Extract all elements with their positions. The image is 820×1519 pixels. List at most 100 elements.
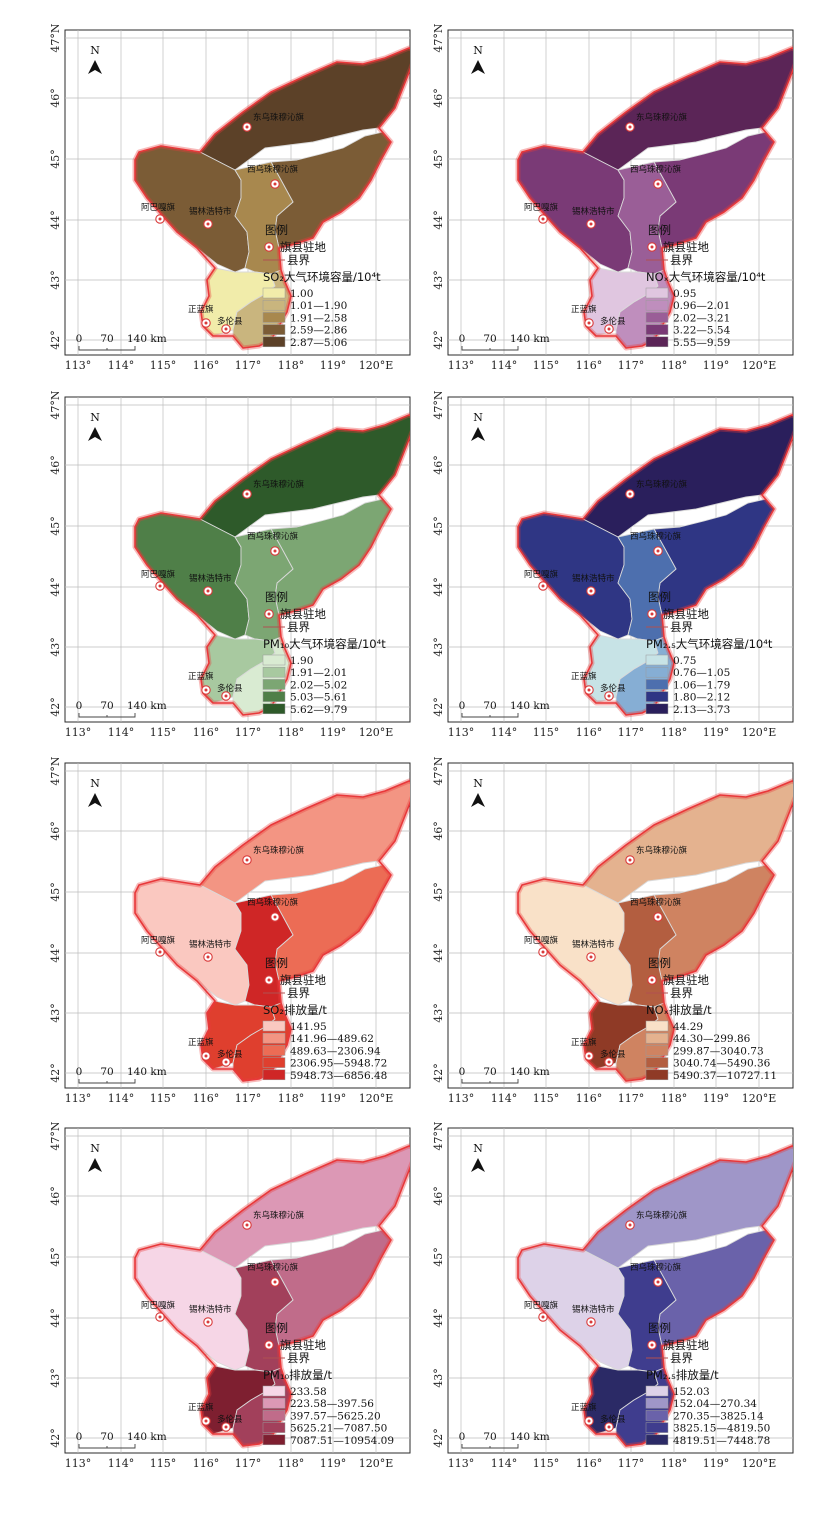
legend-swatch: [262, 703, 286, 715]
seat-dot: [589, 222, 593, 226]
x-tick-label: 120°E: [742, 1092, 777, 1105]
x-tick-label: 118°: [278, 1457, 305, 1470]
legend-swatch: [645, 299, 669, 311]
north-label: N: [473, 777, 483, 790]
scale-label: 70: [100, 1431, 113, 1443]
seat-dot: [224, 1425, 228, 1429]
seat-dot: [628, 858, 632, 862]
y-tick-label: 47°N: [432, 390, 445, 419]
legend-swatch: [645, 1434, 669, 1446]
county-label-duolun: 多伦县: [600, 683, 626, 694]
y-tick-label: 43°: [49, 1003, 62, 1023]
x-tick-label: 117°: [618, 726, 645, 739]
legend-swatch: [645, 324, 669, 335]
legend-class-label: 1.06—1.79: [673, 679, 730, 691]
legend-class-label: 1.80—2.12: [673, 692, 730, 704]
y-tick-label: 44°: [49, 210, 62, 230]
legend-title: NOₓ排放量/t: [646, 1003, 712, 1017]
x-tick-label: 117°: [235, 1457, 262, 1470]
legend-class-label: 152.03: [673, 1386, 710, 1398]
legend-heading: 图例: [648, 223, 671, 237]
legend-title: SO₂大气环境容量/10⁴t: [263, 270, 381, 284]
x-tick-label: 118°: [661, 359, 688, 372]
county-label-zhenglan: 正蓝旗: [188, 304, 214, 315]
scale-label: 70: [100, 1066, 113, 1078]
seat-dot: [273, 1280, 277, 1284]
seat-dot: [206, 589, 210, 593]
x-tick-label: 116°: [576, 1457, 603, 1470]
x-tick-label: 118°: [278, 726, 305, 739]
seat-dot: [204, 688, 208, 692]
seat-dot: [589, 589, 593, 593]
north-label: N: [473, 1142, 483, 1155]
seat-dot: [158, 1315, 162, 1319]
seat-dot: [206, 1320, 210, 1324]
y-tick-label: 47°N: [49, 756, 62, 785]
county-label-duolun: 多伦县: [217, 316, 243, 327]
legend-boundary-label: 县界: [670, 620, 693, 634]
scale-label: 0: [459, 1066, 466, 1078]
seat-dot: [656, 915, 660, 919]
scale-label: 70: [483, 1431, 496, 1443]
x-tick-label: 120°E: [742, 726, 777, 739]
legend-swatch: [262, 1069, 286, 1081]
scale-bar: 0 70 140 km: [76, 333, 167, 351]
x-tick-label: 119°: [320, 1092, 347, 1105]
county-label-abaga: 阿巴嘎旗: [141, 935, 176, 946]
legend-swatch: [262, 1410, 286, 1421]
legend-swatch: [645, 312, 669, 323]
legend-seat-label: 旗县驻地: [280, 973, 326, 987]
legend-swatch: [645, 703, 669, 715]
legend-heading: 图例: [648, 1321, 671, 1335]
legend-swatch: [262, 1422, 286, 1433]
county-label-xiwu: 西乌珠穆沁旗: [630, 1262, 682, 1273]
y-tick-label: 45°: [432, 149, 445, 169]
legend-boundary-label: 县界: [287, 620, 310, 634]
seat-dot: [607, 1060, 611, 1064]
legend-class-label: 5625.21—7087.50: [290, 1423, 387, 1435]
scale-label: 70: [483, 1066, 496, 1078]
x-tick-label: 118°: [661, 1092, 688, 1105]
legend-class-label: 5.62—9.79: [290, 704, 347, 716]
seat-dot: [587, 688, 591, 692]
x-tick-label: 113°: [448, 1457, 475, 1470]
x-tick-label: 120°E: [359, 726, 394, 739]
x-tick-label: 115°: [150, 1092, 177, 1105]
y-tick-label: 47°N: [432, 756, 445, 785]
north-arrow-icon: [471, 1158, 485, 1172]
y-tick-label: 44°: [432, 210, 445, 230]
seat-dot: [607, 1425, 611, 1429]
y-tick-label: 43°: [432, 1003, 445, 1023]
legend-class-label: 1.90: [290, 655, 313, 667]
north-label: N: [90, 777, 100, 790]
y-tick-label: 43°: [432, 1368, 445, 1388]
seat-dot: [607, 694, 611, 698]
county-label-abaga: 阿巴嘎旗: [524, 1300, 559, 1311]
scale-label: 0: [459, 1431, 466, 1443]
county-label-duolun: 多伦县: [217, 683, 243, 694]
x-tick-label: 117°: [618, 1092, 645, 1105]
x-tick-label: 119°: [320, 1457, 347, 1470]
seat-dot: [628, 492, 632, 496]
legend-swatch: [645, 679, 669, 690]
x-tick-label: 119°: [320, 726, 347, 739]
legend-swatch: [262, 1434, 286, 1446]
seat-dot: [204, 1419, 208, 1423]
y-tick-label: 43°: [49, 637, 62, 657]
region-boundary: [134, 47, 410, 349]
legend-swatch: [645, 691, 669, 702]
legend-boundary-label: 县界: [287, 253, 310, 267]
legend-class-label: 5.55—9.59: [673, 337, 730, 349]
legend-title: PM₂.₅排放量/t: [646, 1368, 719, 1382]
legend-boundary-label: 县界: [670, 986, 693, 1000]
legend-class-label: 397.57—5625.20: [290, 1410, 381, 1422]
x-tick-label: 113°: [65, 1092, 92, 1105]
north-arrow-icon: [471, 793, 485, 807]
county-label-abaga: 阿巴嘎旗: [141, 569, 176, 580]
